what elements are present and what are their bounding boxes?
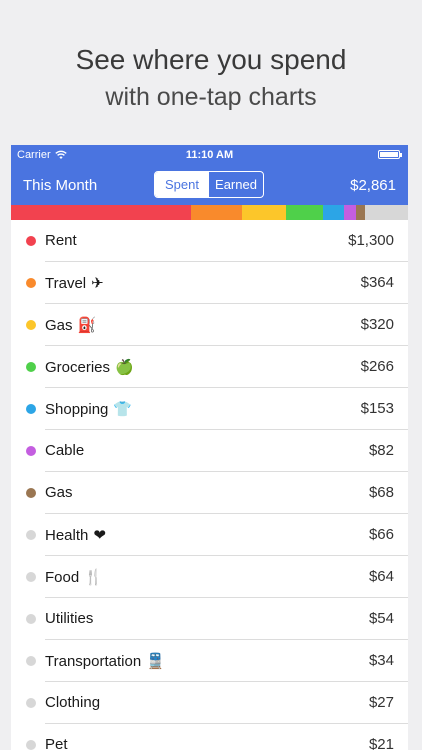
category-label: Clothing bbox=[45, 694, 100, 711]
carrier-indicator: Carrier bbox=[17, 149, 67, 161]
category-emoji-icon: 🚆 bbox=[146, 652, 165, 670]
spending-bar-segment[interactable] bbox=[286, 205, 324, 220]
category-amount: $364 bbox=[360, 274, 394, 291]
category-color-dot bbox=[26, 530, 36, 540]
spending-bar-segment[interactable] bbox=[365, 205, 408, 220]
category-label: Cable bbox=[45, 442, 84, 459]
category-label: Gas bbox=[45, 484, 73, 501]
category-name: Clothing bbox=[45, 694, 101, 711]
category-amount: $54 bbox=[368, 610, 394, 627]
category-row[interactable]: Cable $82 bbox=[11, 430, 408, 472]
category-amount: $64 bbox=[368, 568, 394, 585]
spending-bar-segment[interactable] bbox=[323, 205, 345, 220]
category-color-dot bbox=[26, 278, 36, 288]
category-label: Travel ✈ bbox=[45, 274, 104, 292]
category-label: Gas ⛽ bbox=[45, 316, 96, 334]
category-row[interactable]: Travel ✈ $364 bbox=[11, 262, 408, 304]
segment-spent[interactable]: Spent bbox=[155, 172, 209, 197]
category-amount: $21 bbox=[368, 736, 394, 750]
category-amount: $1,300 bbox=[348, 232, 394, 249]
category-amount: $66 bbox=[368, 526, 394, 543]
category-name: Pet bbox=[45, 736, 68, 750]
category-row[interactable]: Gas $68 bbox=[11, 472, 408, 514]
category-row[interactable]: Health ❤ $66 bbox=[11, 514, 408, 556]
category-color-dot bbox=[26, 656, 36, 666]
category-amount: $266 bbox=[360, 358, 394, 375]
category-list: Rent $1,300 Travel ✈ $364 Gas ⛽ $320 Groceries 🍏 $… bbox=[11, 220, 408, 750]
category-row[interactable]: Groceries 🍏 $266 bbox=[11, 346, 408, 388]
category-name: Rent bbox=[45, 232, 77, 249]
status-bar: Carrier 11:10 AM bbox=[11, 145, 408, 165]
category-amount: $34 bbox=[368, 652, 394, 669]
category-color-dot bbox=[26, 320, 36, 330]
category-amount: $82 bbox=[368, 442, 394, 459]
spending-bar-segment[interactable] bbox=[241, 205, 287, 220]
wifi-icon bbox=[54, 150, 67, 160]
category-emoji-icon: 👕 bbox=[113, 400, 133, 418]
category-row[interactable]: Transportation 🚆 $34 bbox=[11, 640, 408, 682]
category-label: Pet bbox=[45, 736, 68, 750]
category-row[interactable]: Pet $21 bbox=[11, 724, 408, 750]
phone-screen: Carrier 11:10 AM This Month Spent Earned… bbox=[11, 145, 408, 750]
category-label: Shopping 👕 bbox=[45, 400, 132, 418]
category-name: Utilities bbox=[45, 610, 94, 627]
category-name: Shopping bbox=[45, 401, 109, 418]
category-label: Utilities bbox=[45, 610, 93, 627]
category-label: Food 🍴 bbox=[45, 568, 103, 586]
promo-subheadline: with one-tap charts bbox=[105, 83, 317, 111]
spending-bar-segment[interactable] bbox=[355, 205, 366, 220]
category-name: Transportation bbox=[45, 653, 142, 670]
category-row[interactable]: Utilities $54 bbox=[11, 598, 408, 640]
category-color-dot bbox=[26, 572, 36, 582]
category-label: Health ❤ bbox=[45, 526, 106, 544]
category-emoji-icon: ❤ bbox=[93, 526, 106, 544]
period-total: $2,861 bbox=[350, 177, 396, 194]
category-row[interactable]: Shopping 👕 $153 bbox=[11, 388, 408, 430]
spending-bar-segment[interactable] bbox=[344, 205, 356, 220]
promo-headline: See where you spend bbox=[75, 44, 347, 75]
category-amount: $27 bbox=[368, 694, 394, 711]
category-name: Gas bbox=[45, 317, 73, 334]
category-color-dot bbox=[26, 236, 36, 246]
carrier-label: Carrier bbox=[17, 149, 51, 161]
promo-banner: See where you spend with one-tap charts bbox=[0, 0, 422, 145]
category-color-dot bbox=[26, 740, 36, 750]
category-emoji-icon: 🍴 bbox=[84, 568, 103, 586]
battery-icon bbox=[378, 150, 402, 159]
spending-bar-segment[interactable] bbox=[191, 205, 242, 220]
category-color-dot bbox=[26, 614, 36, 624]
category-color-dot bbox=[26, 404, 36, 414]
category-row[interactable]: Food 🍴 $64 bbox=[11, 556, 408, 598]
category-amount: $153 bbox=[360, 400, 394, 417]
category-name: Food bbox=[45, 569, 80, 586]
category-name: Health bbox=[45, 527, 89, 544]
nav-header: Carrier 11:10 AM This Month Spent Earned… bbox=[11, 145, 408, 205]
category-color-dot bbox=[26, 698, 36, 708]
category-amount: $320 bbox=[360, 316, 394, 333]
spending-bar-segment[interactable] bbox=[11, 205, 192, 220]
category-name: Cable bbox=[45, 442, 85, 459]
category-row[interactable]: Rent $1,300 bbox=[11, 220, 408, 262]
category-emoji-icon: 🍏 bbox=[115, 358, 134, 376]
period-title[interactable]: This Month bbox=[23, 177, 98, 194]
category-label: Transportation 🚆 bbox=[45, 652, 165, 670]
category-name: Groceries bbox=[45, 359, 111, 376]
category-color-dot bbox=[26, 446, 36, 456]
category-row[interactable]: Clothing $27 bbox=[11, 682, 408, 724]
category-label: Groceries 🍏 bbox=[45, 358, 134, 376]
category-amount: $68 bbox=[368, 484, 394, 501]
status-time: 11:10 AM bbox=[185, 149, 234, 161]
spent-earned-toggle[interactable]: Spent Earned bbox=[154, 171, 264, 198]
category-label: Rent bbox=[45, 232, 77, 249]
category-emoji-icon: ✈ bbox=[91, 274, 104, 292]
category-color-dot bbox=[26, 362, 36, 372]
category-name: Gas bbox=[45, 484, 73, 501]
category-color-dot bbox=[26, 488, 36, 498]
category-name: Travel bbox=[45, 275, 87, 292]
segment-earned[interactable]: Earned bbox=[215, 177, 257, 192]
category-emoji-icon: ⛽ bbox=[77, 316, 97, 334]
category-row[interactable]: Gas ⛽ $320 bbox=[11, 304, 408, 346]
spending-bar-chart[interactable] bbox=[11, 205, 408, 220]
